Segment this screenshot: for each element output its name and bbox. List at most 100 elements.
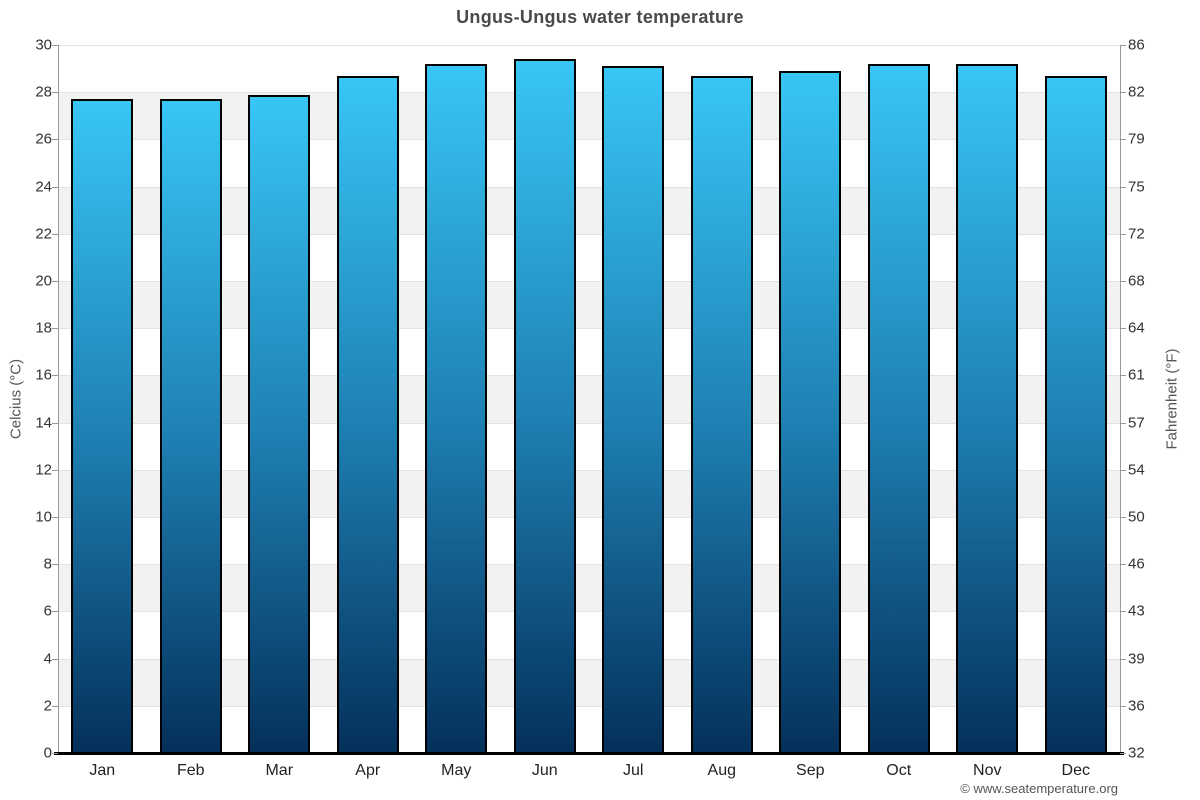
y-tick-mark-right (1120, 422, 1126, 424)
bar-apr (336, 75, 399, 753)
y-tick-label-celsius: 22 (35, 225, 52, 243)
y-tick-mark-right (1120, 233, 1126, 235)
y-tick-label-celsius: 12 (35, 461, 52, 479)
y-tick-label-celsius: 0 (43, 744, 52, 762)
x-tick-label-jan: Jan (89, 762, 116, 779)
gridline (58, 517, 1120, 518)
plot-band (58, 281, 1120, 329)
gridline (58, 611, 1120, 613)
y-tick-label-fahrenheit: 43 (1128, 602, 1145, 620)
gridline (58, 186, 1120, 188)
y-tick-label-fahrenheit: 82 (1128, 83, 1145, 101)
y-tick-label-fahrenheit: 54 (1128, 461, 1145, 479)
plot-band (58, 658, 1120, 706)
x-tick-label-sep: Sep (796, 762, 825, 779)
y-tick-label-celsius: 6 (43, 602, 52, 620)
y-tick-label-celsius: 18 (35, 319, 52, 337)
y-tick-mark-right (1120, 658, 1126, 660)
gridline (58, 469, 1120, 471)
y-tick-mark-left (52, 469, 58, 471)
y-tick-mark-left (52, 328, 58, 330)
y-tick-label-fahrenheit: 39 (1128, 650, 1145, 668)
bar-jul (602, 66, 665, 753)
gridline (58, 422, 1120, 424)
plot-band (58, 469, 1120, 517)
y-tick-mark-left (52, 233, 58, 235)
y-tick-mark-left (52, 517, 58, 518)
y-tick-label-celsius: 8 (43, 555, 52, 573)
bar-jun (513, 59, 576, 753)
y-tick-mark-right (1120, 564, 1126, 566)
y-tick-label-celsius: 4 (43, 650, 52, 668)
gridline (58, 139, 1120, 141)
bar-aug (690, 75, 753, 753)
bar-feb (159, 99, 222, 753)
y-tick-label-fahrenheit: 57 (1128, 414, 1145, 432)
plot-band (58, 705, 1120, 753)
gridline (58, 233, 1120, 235)
chart-title: Ungus-Ungus water temperature (456, 7, 744, 27)
plot-band (58, 186, 1120, 234)
y-tick-label-fahrenheit: 46 (1128, 555, 1145, 573)
y-tick-mark-right (1120, 375, 1126, 377)
y-tick-label-celsius: 10 (35, 508, 52, 526)
x-tick-label-feb: Feb (176, 762, 205, 779)
y-tick-mark-left (52, 611, 58, 613)
gridline (58, 658, 1120, 660)
y-tick-label-fahrenheit: 79 (1128, 130, 1145, 148)
gridline (58, 375, 1120, 377)
y-tick-mark-left (52, 139, 58, 141)
y-tick-label-celsius: 24 (35, 178, 52, 196)
plot-band (58, 564, 1120, 612)
y-tick-mark-right (1120, 753, 1126, 754)
x-tick-label-apr: Apr (355, 762, 381, 779)
x-tick-label-jul: Jul (623, 762, 644, 779)
y-tick-mark-left (52, 375, 58, 377)
plot-band (58, 92, 1120, 140)
copyright-credit: © www.seatemperature.org (960, 781, 1118, 796)
y-tick-mark-right (1120, 139, 1126, 141)
y-tick-label-celsius: 30 (35, 36, 52, 54)
gridline (58, 705, 1120, 707)
y-tick-mark-left (52, 564, 58, 566)
y-tick-label-celsius: 14 (35, 414, 52, 432)
plot-band (58, 233, 1120, 281)
y-tick-mark-left (52, 753, 58, 754)
y-tick-label-fahrenheit: 36 (1128, 697, 1145, 715)
y-tick-mark-right (1120, 611, 1126, 613)
plot-band (58, 611, 1120, 659)
gridline (58, 328, 1120, 330)
y-tick-mark-left (52, 45, 58, 46)
y-tick-mark-right (1120, 517, 1126, 518)
x-tick-label-jun: Jun (531, 762, 558, 779)
x-axis-line (54, 752, 1124, 755)
y-axis-line-right (1120, 45, 1121, 754)
y-tick-mark-right (1120, 45, 1126, 46)
plot-band (58, 517, 1120, 565)
gridline (58, 45, 1120, 46)
x-tick-label-aug: Aug (707, 762, 736, 779)
plot-band (58, 139, 1120, 187)
y-tick-mark-left (52, 281, 58, 282)
y-tick-mark-right (1120, 92, 1126, 94)
gridline (58, 92, 1120, 94)
y-tick-label-fahrenheit: 75 (1128, 178, 1145, 196)
gridline (58, 281, 1120, 282)
gridline (58, 564, 1120, 566)
y-tick-label-fahrenheit: 86 (1128, 36, 1145, 54)
plot-band (58, 422, 1120, 470)
bar-sep (779, 70, 842, 753)
y-tick-mark-right (1120, 281, 1126, 282)
y-tick-label-celsius: 26 (35, 130, 52, 148)
plot-band (58, 328, 1120, 376)
y-tick-mark-right (1120, 328, 1126, 330)
y-tick-mark-left (52, 422, 58, 424)
y-tick-label-fahrenheit: 68 (1128, 272, 1145, 290)
y-tick-mark-right (1120, 705, 1126, 707)
x-tick-label-oct: Oct (886, 762, 912, 779)
x-tick-label-nov: Nov (973, 762, 1002, 779)
y-tick-label-fahrenheit: 50 (1128, 508, 1145, 526)
y-tick-mark-left (52, 658, 58, 660)
bar-jan (71, 99, 134, 753)
plot-area (58, 45, 1120, 753)
